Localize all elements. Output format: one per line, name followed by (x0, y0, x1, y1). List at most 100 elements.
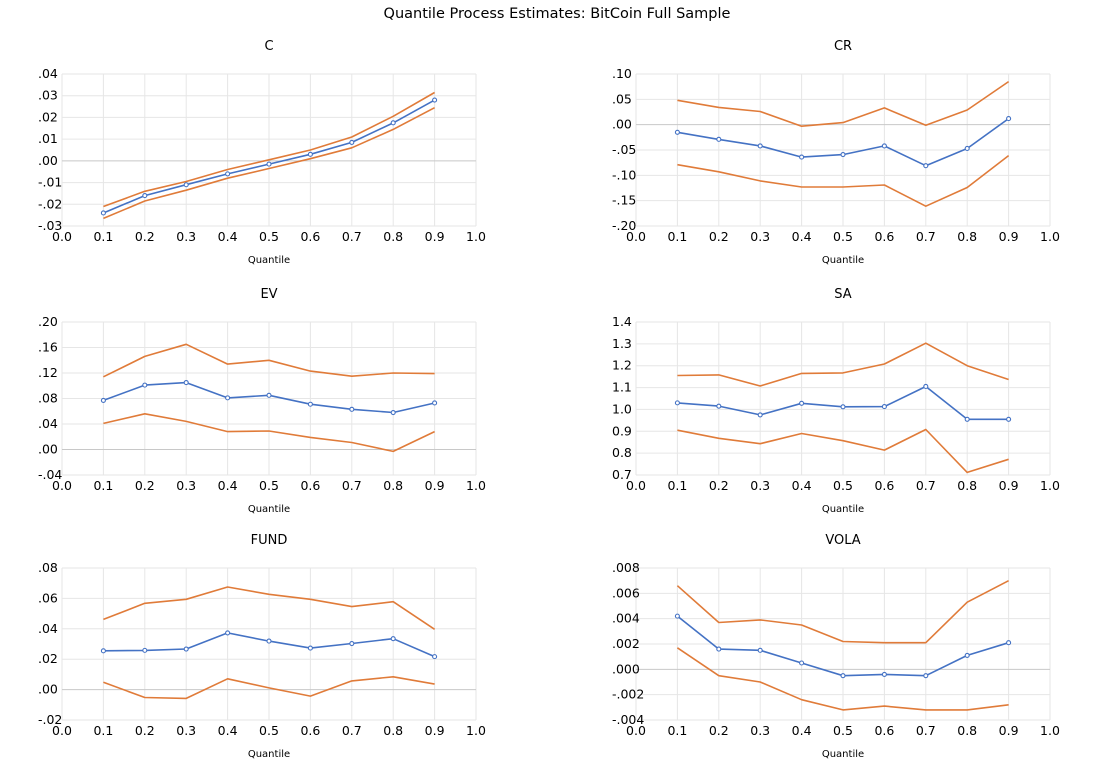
data-point (1006, 416, 1012, 422)
data-point (757, 412, 763, 418)
x-tick-label: 0.6 (874, 478, 894, 493)
x-tick-label: 0.0 (626, 723, 646, 738)
data-point (964, 416, 970, 422)
x-tick-label: 0.4 (792, 723, 812, 738)
figure-title: Quantile Process Estimates: BitCoin Full… (383, 6, 731, 22)
data-point (266, 161, 272, 167)
data-point (100, 648, 106, 654)
panel-title: CR (834, 39, 852, 54)
x-tick-label: 0.1 (93, 723, 113, 738)
x-tick-label: 0.6 (874, 229, 894, 244)
x-tick-label: 0.2 (709, 229, 729, 244)
x-tick-label: 0.8 (957, 478, 977, 493)
x-tick-label: 0.1 (667, 723, 687, 738)
data-point (225, 395, 231, 401)
x-tick-label: 0.5 (833, 723, 853, 738)
data-point (964, 145, 970, 152)
series-line-lower (676, 647, 1009, 711)
data-point (100, 397, 106, 403)
data-point (799, 400, 805, 406)
data-point (716, 403, 722, 409)
x-tick-label: 0.7 (342, 478, 362, 493)
data-point (432, 97, 438, 103)
data-point (390, 636, 396, 642)
y-tick-label: .16 (38, 340, 58, 355)
y-tick-label: .01 (38, 131, 58, 146)
y-tick-label: .00 (612, 117, 632, 132)
data-point (142, 382, 148, 388)
data-point (1006, 116, 1012, 122)
y-tick-label: 1.3 (612, 336, 632, 351)
x-tick-label: 0.0 (52, 478, 72, 493)
x-tick-label: 0.9 (999, 229, 1019, 244)
x-tick-label: 0.6 (300, 478, 320, 493)
x-tick-label: 0.5 (833, 478, 853, 493)
x-tick-label: 1.0 (1040, 478, 1060, 493)
y-tick-label: -.002 (612, 687, 644, 702)
data-point (716, 136, 722, 142)
y-tick-label: 0.9 (612, 423, 632, 438)
data-point (307, 645, 313, 651)
x-tick-label: 0.2 (135, 478, 155, 493)
y-tick-label: -.03 (38, 218, 62, 233)
x-tick-label: 0.1 (667, 478, 687, 493)
y-tick-label: .002 (612, 636, 640, 651)
x-tick-label: 0.5 (259, 723, 279, 738)
series-line-lower (103, 106, 435, 220)
panel-title: VOLA (825, 533, 860, 548)
y-tick-label: 1.2 (612, 358, 632, 373)
x-tick-label: 0.8 (957, 229, 977, 244)
y-tick-label: .03 (38, 88, 58, 103)
y-tick-label: .04 (38, 416, 58, 431)
y-tick-label: -.02 (38, 196, 62, 211)
x-tick-label: 0.7 (342, 229, 362, 244)
x-tick-label: 0.7 (916, 229, 936, 244)
y-tick-label: -.10 (612, 167, 636, 182)
chart-panel-vola: VOLA -.004 -.002 .000 .002 .004 .006 .008 0.0 0.1… (612, 533, 1060, 760)
x-tick-label: 0.1 (93, 229, 113, 244)
chart-panel-cr: CR -.20 -.15 -.10 -.05 .00 .05 .10 0.0 0.1 0.2 0.3 0… (612, 39, 1060, 266)
x-tick-label: 0.2 (709, 723, 729, 738)
data-point (923, 163, 929, 169)
y-tick-label: .02 (38, 651, 58, 666)
x-tick-label: 0.2 (709, 478, 729, 493)
y-tick-label: -.04 (38, 467, 62, 482)
x-tick-label: 0.4 (792, 229, 812, 244)
data-point (349, 406, 355, 412)
y-tick-label: -.004 (612, 712, 644, 727)
y-tick-label: 1.4 (612, 314, 632, 329)
series-line-upper (103, 91, 435, 208)
data-point (1006, 640, 1012, 646)
y-tick-label: .12 (38, 365, 58, 380)
x-tick-label: 1.0 (466, 723, 486, 738)
x-tick-label: 0.3 (750, 478, 770, 493)
x-tick-label: 0.7 (916, 478, 936, 493)
data-point (266, 638, 272, 644)
x-tick-label: 0.6 (300, 723, 320, 738)
data-point (923, 383, 929, 390)
data-point (923, 673, 929, 679)
x-tick-label: 0.3 (176, 478, 196, 493)
panel-title: C (264, 39, 273, 54)
y-tick-label: .05 (612, 91, 632, 106)
data-point (390, 120, 396, 126)
y-tick-label: -.02 (38, 712, 62, 727)
x-tick-label: 0.2 (135, 723, 155, 738)
x-tick-label: 0.8 (383, 478, 403, 493)
series-line-lower (677, 428, 1009, 474)
data-point (840, 152, 846, 158)
data-point (307, 401, 313, 407)
data-point (307, 151, 313, 157)
x-tick-label: 0.5 (259, 478, 279, 493)
y-tick-label: .00 (38, 682, 58, 697)
x-tick-label: 0.8 (383, 229, 403, 244)
data-point (183, 380, 189, 386)
data-point (142, 647, 148, 653)
x-axis-label: Quantile (248, 504, 290, 515)
x-tick-label: 1.0 (1040, 723, 1060, 738)
x-tick-label: 0.9 (425, 723, 445, 738)
x-tick-label: 0.6 (874, 723, 894, 738)
x-axis-label: Quantile (248, 255, 290, 266)
x-axis-label: Quantile (822, 749, 864, 760)
x-tick-label: 0.6 (300, 229, 320, 244)
